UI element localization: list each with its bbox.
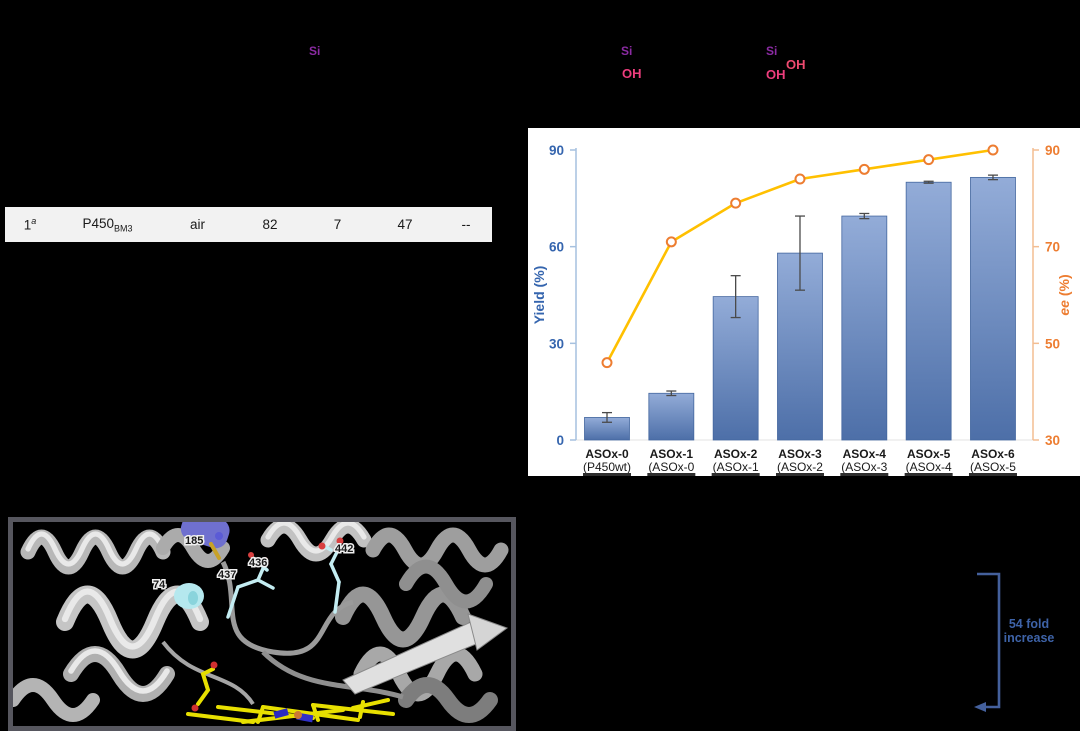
- right-axis-tick: 30: [1045, 433, 1060, 448]
- table-cell-2: air: [189, 217, 205, 232]
- x-sublabel-4: (ASOx-3: [841, 460, 887, 474]
- left-axis-tick: 0: [556, 433, 564, 448]
- heme-stick: [351, 698, 390, 710]
- heme-stick: [311, 703, 320, 722]
- ee-marker: [730, 197, 742, 209]
- residue-label-74: 74: [153, 579, 166, 591]
- x-sublabel-0: (P450wt): [583, 460, 631, 474]
- x-label-ASOx-0: ASOx-0: [585, 447, 629, 461]
- si-label-product2: Si: [766, 44, 778, 58]
- bar-ASOx-1: [648, 392, 695, 441]
- right-axis-tick: 90: [1045, 143, 1060, 158]
- table-cell-3: 82: [262, 217, 278, 232]
- table-cell-6: --: [461, 217, 471, 232]
- fold-increase-annotation: 54 fold increase: [997, 617, 1061, 645]
- yield-ee-chart: 0 30 60 90 Yield (%) 30 50 70 90 ee (%) ASOx-0 (P45…: [528, 128, 1080, 476]
- ee-marker: [923, 154, 935, 166]
- left-axis-tick: 60: [549, 240, 564, 255]
- residue-label-437: 437: [218, 569, 236, 581]
- ee-marker: [794, 173, 806, 185]
- si-label-product1: Si: [621, 44, 633, 58]
- heme-stick: [358, 700, 365, 719]
- clipped-text-artifact: [775, 473, 824, 476]
- x-label-ASOx-3: ASOx-3: [778, 447, 822, 461]
- table-cell-0: 1a: [23, 216, 37, 233]
- clipped-text-artifact: [583, 473, 631, 476]
- bar-ASOx-4: [841, 215, 888, 441]
- x-sublabel-2: (ASOx-1: [713, 460, 759, 474]
- ee-marker: [987, 144, 999, 156]
- fold-increase-line2: increase: [1003, 631, 1055, 645]
- heme-stick: [256, 705, 265, 724]
- x-label-ASOx-2: ASOx-2: [714, 447, 758, 461]
- residue-label-442: 442: [335, 543, 353, 555]
- bar-ASOx-2: [712, 296, 759, 441]
- residue-label-436: 436: [249, 557, 267, 569]
- arrowhead-icon: [974, 702, 986, 712]
- right-axis-tick: 70: [1045, 240, 1060, 255]
- right-axis-tick: 50: [1045, 336, 1060, 351]
- oh-label-product2a: OH: [786, 57, 806, 72]
- x-label-ASOx-6: ASOx-6: [971, 447, 1015, 461]
- protein-svg: 185 74 437 436 442: [13, 522, 511, 726]
- table-cell-4: 7: [333, 217, 342, 232]
- clipped-text-artifact: [711, 473, 760, 476]
- results-table-row: 1a P450BM3 air 82 7 47 --: [5, 207, 492, 242]
- oh-label-product1: OH: [622, 66, 642, 81]
- x-label-ASOx-5: ASOx-5: [907, 447, 951, 461]
- x-sublabel-5: (ASOx-4: [906, 460, 952, 474]
- clipped-text-artifact: [968, 473, 1017, 476]
- right-axis-title: ee (%): [1056, 274, 1072, 315]
- residue-label-185: 185: [185, 535, 203, 547]
- ee-marker: [665, 236, 677, 248]
- si-label-substrate: Si: [309, 44, 321, 58]
- left-axis-tick: 90: [549, 143, 564, 158]
- x-sublabel-3: (ASOx-2: [777, 460, 823, 474]
- clipped-text-artifact: [840, 473, 889, 476]
- bar-ASOx-6: [970, 176, 1016, 441]
- x-sublabel-6: (ASOx-5: [970, 460, 1016, 474]
- clipped-text-artifact: [647, 473, 696, 476]
- fold-increase-bracket: [974, 572, 1001, 712]
- x-label-ASOx-4: ASOx-4: [843, 447, 887, 461]
- left-axis-title: Yield (%): [531, 266, 547, 325]
- fold-increase-line1: 54 fold: [1008, 617, 1050, 631]
- bar-ASOx-5: [905, 181, 952, 441]
- ee-marker: [601, 357, 613, 369]
- x-sublabel-1: (ASOx-0: [648, 460, 694, 474]
- ee-marker: [858, 163, 870, 175]
- x-label-ASOx-1: ASOx-1: [650, 447, 694, 461]
- heme-stick: [261, 705, 360, 722]
- protein-structure-image: 185 74 437 436 442: [8, 517, 516, 731]
- table-cell-1: P450BM3: [82, 215, 133, 234]
- table-cell-5: 47: [397, 217, 413, 232]
- clipped-text-artifact: [904, 473, 953, 476]
- oh-label-product2b: OH: [766, 67, 786, 82]
- left-axis-tick: 30: [549, 336, 564, 351]
